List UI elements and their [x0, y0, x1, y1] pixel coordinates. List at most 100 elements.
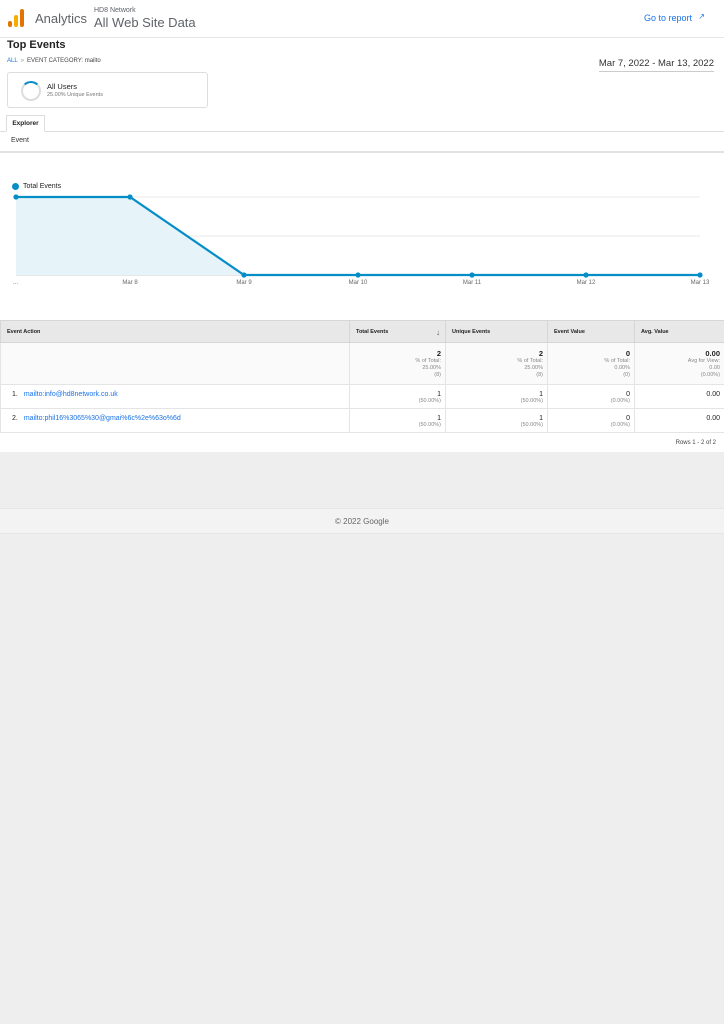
- chart-x-tick-label: ...: [13, 280, 18, 286]
- events-table-area: Event Action Total Events ↓ Unique Events…: [0, 320, 724, 433]
- chart-point: [697, 272, 703, 278]
- total-events-label: % of Total:: [415, 358, 441, 364]
- external-link-icon[interactable]: ↗: [698, 12, 705, 21]
- unique-events-total: (8): [536, 372, 543, 378]
- app-header: Analytics HD8 Network All Web Site Data …: [0, 0, 724, 38]
- row-number: 2.: [12, 415, 18, 422]
- pagination-info: Rows 1 - 2 of 2: [675, 440, 716, 446]
- event-value-label: % of Total:: [604, 358, 630, 364]
- avg-value-cell: 0.00: [634, 384, 724, 409]
- avg-value-amount: 0.00: [706, 391, 720, 398]
- segment-share: 25.00% Unique Events: [47, 92, 103, 98]
- date-range-picker[interactable]: Mar 7, 2022 - Mar 13, 2022: [598, 58, 714, 72]
- breadcrumb-all-link[interactable]: ALL: [7, 58, 18, 64]
- event-value-share: (0.00%): [610, 422, 630, 428]
- event-value-value: 0: [625, 349, 630, 358]
- event-value-amount: 0: [626, 391, 630, 398]
- unique-events-count: 1: [539, 391, 543, 398]
- avg-value-value: 0.00: [705, 349, 720, 358]
- totals-avg-value: 0.00 Avg for View: 0.00 (0.00%): [634, 342, 724, 385]
- col-event-value[interactable]: Event Value: [547, 320, 635, 343]
- totals-event-value: 0 % of Total: 0.00% (0): [547, 342, 635, 385]
- event-value-cell: 0 (0.00%): [547, 408, 635, 433]
- chart-x-tick-label: Mar 11: [463, 280, 482, 286]
- avg-value-total: (0.00%): [700, 372, 720, 378]
- event-action-cell: 1. mailto:info@hd8network.co.uk: [0, 384, 350, 409]
- chart-point: [469, 272, 475, 278]
- event-action-cell: 2. mailto:phil16%3065%30@gmai%6c%2e%63o%6…: [0, 408, 350, 433]
- total-events-pct: 25.00%: [422, 365, 441, 371]
- chart-point: [13, 194, 19, 200]
- total-events-share: (50.00%): [418, 422, 441, 428]
- chart-points: [13, 194, 703, 278]
- chart-area-fill: [16, 197, 700, 275]
- chart-point: [127, 194, 133, 200]
- events-table: Event Action Total Events ↓ Unique Events…: [0, 320, 724, 433]
- segment-name: All Users: [47, 82, 78, 91]
- subtab-divider: [0, 151, 724, 153]
- account-name[interactable]: HD8 Network: [94, 7, 136, 14]
- chart-x-tick-label: Mar 8: [122, 280, 138, 286]
- sort-descending-icon[interactable]: ↓: [436, 328, 440, 337]
- tab-explorer[interactable]: Explorer: [6, 115, 45, 132]
- totals-label-cell: [0, 342, 350, 385]
- avg-value-amount: 0.00: [706, 415, 720, 422]
- tabs-divider: [0, 131, 724, 132]
- total-events-cell: 1 (50.00%): [349, 408, 446, 433]
- breadcrumb-separator: »: [20, 58, 25, 64]
- totals-total-events: 2 % of Total: 25.00% (8): [349, 342, 446, 385]
- subtab-event[interactable]: Event: [11, 137, 29, 144]
- totals-row: 2 % of Total: 25.00% (8) 2 % of Total: 2…: [0, 342, 724, 385]
- total-events-total: (8): [434, 372, 441, 378]
- legend-label: Total Events: [23, 183, 62, 190]
- unique-events-cell: 1 (50.00%): [445, 384, 548, 409]
- segment-donut-icon: [21, 81, 41, 101]
- col-event-action[interactable]: Event Action: [0, 320, 350, 343]
- unique-events-pct: 25.00%: [524, 365, 543, 371]
- chart-x-tick-label: Mar 13: [691, 280, 710, 286]
- footer: © 2022 Google: [0, 508, 724, 534]
- col-unique-events[interactable]: Unique Events: [445, 320, 548, 343]
- chart-x-tick-label: Mar 10: [349, 280, 368, 286]
- breadcrumb-current: EVENT CATEGORY: mailto: [27, 58, 101, 64]
- total-events-share: (50.00%): [418, 398, 441, 404]
- total-events-cell: 1 (50.00%): [349, 384, 446, 409]
- product-name: Analytics: [35, 11, 88, 26]
- event-value-total: (0): [623, 372, 630, 378]
- avg-value-label: Avg for View:: [687, 358, 720, 364]
- page-title: Top Events: [7, 39, 66, 51]
- col-avg-value[interactable]: Avg. Value: [634, 320, 724, 343]
- col-total-events[interactable]: Total Events ↓: [349, 320, 446, 343]
- unique-events-count: 1: [539, 415, 543, 422]
- chart-x-axis: ... Mar 8 Mar 9 Mar 10 Mar 11 Mar 12 Mar 13: [13, 280, 710, 286]
- event-value-cell: 0 (0.00%): [547, 384, 635, 409]
- event-value-pct: 0.00%: [614, 365, 630, 371]
- event-action-link[interactable]: mailto:phil16%3065%30@gmai%6c%2e%63o%6d: [23, 415, 181, 422]
- unique-events-share: (50.00%): [520, 422, 543, 428]
- unique-events-cell: 1 (50.00%): [445, 408, 548, 433]
- chart-point: [583, 272, 589, 278]
- chart-x-tick-label: Mar 9: [236, 280, 252, 286]
- footer-copyright: © 2022 Google: [335, 517, 389, 526]
- legend-marker: [12, 183, 19, 190]
- total-events-value: 2: [436, 349, 441, 358]
- total-events-count: 1: [437, 391, 441, 398]
- table-row: 2. mailto:phil16%3065%30@gmai%6c%2e%63o%6…: [0, 408, 724, 433]
- chart-x-tick-label: Mar 12: [577, 280, 596, 286]
- event-value-share: (0.00%): [610, 398, 630, 404]
- row-number: 1.: [12, 391, 18, 398]
- unique-events-value: 2: [538, 349, 543, 358]
- total-events-count: 1: [437, 415, 441, 422]
- chart-point: [241, 272, 247, 278]
- table-row: 1. mailto:info@hd8network.co.uk 1 (50.00%)…: [0, 384, 724, 409]
- event-action-link[interactable]: mailto:info@hd8network.co.uk: [23, 391, 118, 398]
- totals-unique-events: 2 % of Total: 25.00% (8): [445, 342, 548, 385]
- unique-events-share: (50.00%): [520, 398, 543, 404]
- breadcrumb: ALL» EVENT CATEGORY: mailto: [7, 58, 101, 64]
- analytics-logo-icon: [8, 9, 24, 27]
- view-name[interactable]: All Web Site Data: [94, 15, 196, 30]
- segment-card[interactable]: All Users 25.00% Unique Events: [7, 72, 208, 108]
- avg-value-cell: 0.00: [634, 408, 724, 433]
- go-to-report-link[interactable]: Go to report: [643, 13, 692, 23]
